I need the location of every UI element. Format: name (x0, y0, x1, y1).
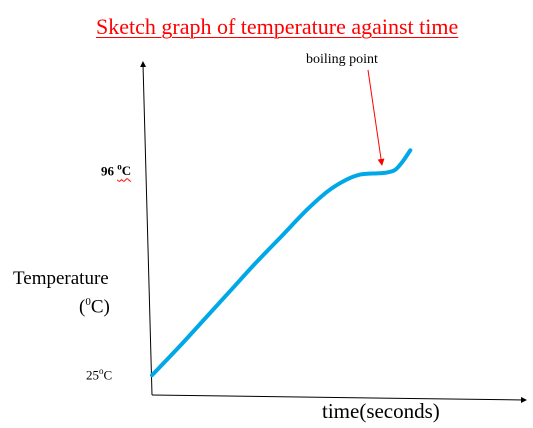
y-tick-96-num: 96 (101, 163, 114, 179)
y-tick-label-96: 96 oC (101, 162, 131, 179)
x-axis-line (151, 394, 527, 403)
annotation-label: boiling point (306, 52, 378, 67)
y-axis-line (140, 61, 153, 396)
y-tick-25-degree: o (99, 366, 104, 376)
y-axis-unit: (0C) (79, 296, 110, 318)
y-tick-label-25: 25oC (86, 366, 112, 383)
y-unit-close: C) (90, 296, 110, 318)
x-axis-label: time(seconds) (322, 399, 440, 423)
annotation-arrow (367, 69, 385, 166)
y-unit-open: ( (79, 296, 86, 318)
y-tick-25-num: 25 (86, 367, 99, 383)
y-axis-label: Temperature (13, 268, 109, 289)
y-tick-25-c: C (103, 367, 113, 383)
chart-title: Sketch graph of temperature against time (96, 14, 459, 39)
y-tick-96-degree: o (117, 162, 122, 172)
y-tick-96-c: C (121, 163, 132, 179)
temperature-curve (150, 148, 413, 378)
y-tick-96-unit: oC (117, 162, 132, 179)
y-unit-sup: 0 (85, 296, 91, 308)
